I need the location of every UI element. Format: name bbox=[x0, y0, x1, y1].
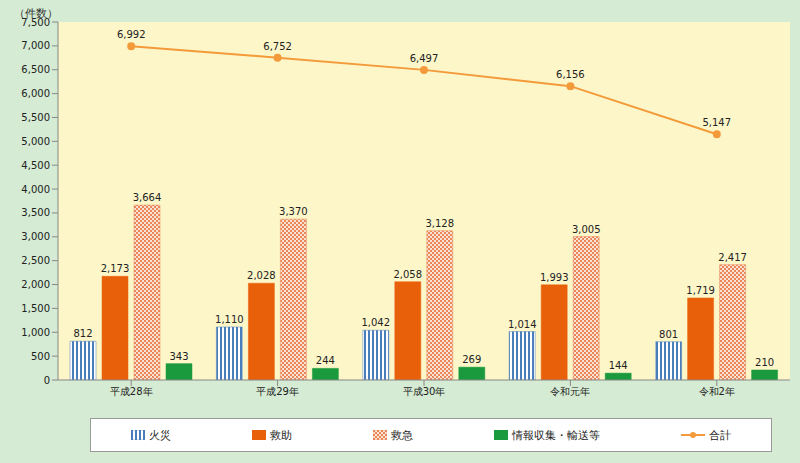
svg-text:平成28年: 平成28年 bbox=[110, 386, 153, 397]
svg-text:2,417: 2,417 bbox=[718, 252, 747, 263]
svg-text:7,500: 7,500 bbox=[21, 17, 50, 28]
svg-text:1,993: 1,993 bbox=[540, 272, 569, 283]
svg-text:244: 244 bbox=[316, 355, 335, 366]
svg-text:1,014: 1,014 bbox=[508, 319, 537, 330]
svg-text:2,028: 2,028 bbox=[247, 270, 276, 281]
svg-text:144: 144 bbox=[609, 360, 628, 371]
svg-text:4,500: 4,500 bbox=[21, 160, 50, 171]
svg-text:5,147: 5,147 bbox=[702, 117, 731, 128]
svg-text:210: 210 bbox=[755, 357, 774, 368]
svg-text:3,005: 3,005 bbox=[572, 224, 601, 235]
svg-text:1,500: 1,500 bbox=[21, 303, 50, 314]
svg-text:3,128: 3,128 bbox=[425, 218, 454, 229]
html-text:（件数）: （件数） bbox=[14, 7, 58, 20]
html-text:火災: 火災 bbox=[149, 428, 172, 442]
svg-text:5,500: 5,500 bbox=[21, 112, 50, 123]
svg-text:4,000: 4,000 bbox=[21, 184, 50, 195]
svg-text:3,000: 3,000 bbox=[21, 231, 50, 242]
svg-text:6,752: 6,752 bbox=[263, 41, 292, 52]
svg-text:2,000: 2,000 bbox=[21, 279, 50, 290]
svg-text:269: 269 bbox=[462, 354, 481, 365]
html-text:合計: 合計 bbox=[708, 428, 731, 442]
svg-text:令和2年: 令和2年 bbox=[699, 386, 735, 397]
svg-text:812: 812 bbox=[73, 328, 92, 339]
svg-text:2,173: 2,173 bbox=[101, 263, 130, 274]
svg-text:801: 801 bbox=[659, 329, 678, 340]
svg-text:7,000: 7,000 bbox=[21, 40, 50, 51]
svg-text:3,664: 3,664 bbox=[133, 192, 162, 203]
svg-text:343: 343 bbox=[169, 351, 188, 362]
svg-text:1,000: 1,000 bbox=[21, 327, 50, 338]
html-text:救助: 救助 bbox=[270, 428, 293, 442]
svg-text:6,000: 6,000 bbox=[21, 88, 50, 99]
svg-text:1,719: 1,719 bbox=[686, 285, 715, 296]
svg-text:0: 0 bbox=[44, 375, 50, 386]
html-text:救急: 救急 bbox=[391, 428, 413, 442]
svg-text:1,042: 1,042 bbox=[361, 317, 390, 328]
svg-text:平成30年: 平成30年 bbox=[403, 386, 446, 397]
svg-text:6,156: 6,156 bbox=[556, 69, 585, 80]
svg-text:2,500: 2,500 bbox=[21, 255, 50, 266]
svg-text:6,497: 6,497 bbox=[410, 53, 439, 64]
svg-text:500: 500 bbox=[31, 351, 50, 362]
svg-text:1,110: 1,110 bbox=[215, 314, 244, 325]
svg-text:令和元年: 令和元年 bbox=[550, 386, 590, 397]
svg-text:3,370: 3,370 bbox=[279, 206, 308, 217]
html-text:情報収集・輸送等: 情報収集・輸送等 bbox=[511, 428, 600, 442]
svg-text:6,992: 6,992 bbox=[117, 29, 146, 40]
svg-text:3,500: 3,500 bbox=[21, 207, 50, 218]
svg-text:平成29年: 平成29年 bbox=[256, 386, 299, 397]
svg-text:5,000: 5,000 bbox=[21, 136, 50, 147]
svg-text:6,500: 6,500 bbox=[21, 64, 50, 75]
svg-text:2,058: 2,058 bbox=[393, 269, 422, 280]
